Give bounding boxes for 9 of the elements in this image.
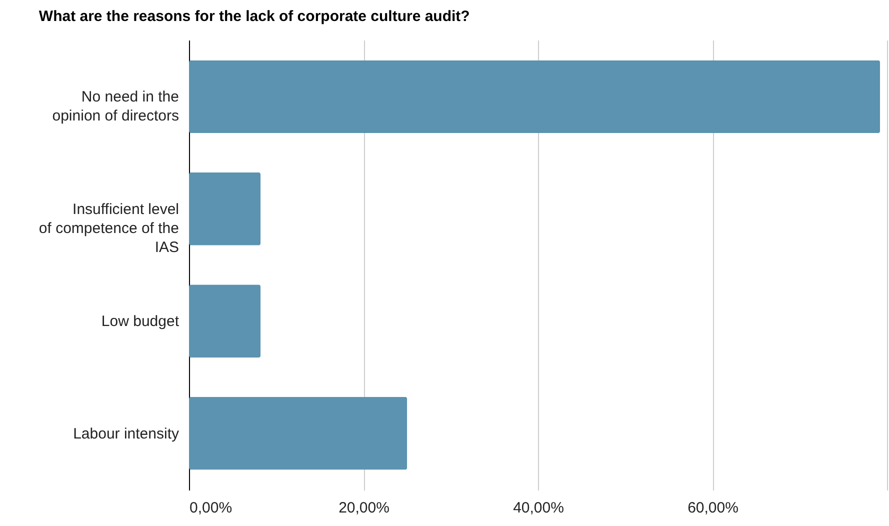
y-tick-label: Labour intensity bbox=[73, 425, 180, 442]
x-tick-label: 0,00% bbox=[190, 500, 232, 516]
x-tick-label: 20,00% bbox=[338, 500, 390, 516]
x-tick-label: 40,00% bbox=[513, 500, 564, 516]
chart-title: What are the reasons for the lack of corporate culture audit? bbox=[38, 8, 470, 25]
y-tick-label: Insufficient level of competence of the IAS bbox=[38, 200, 179, 256]
y-tick-label: No need in the opinion of directors bbox=[52, 88, 179, 125]
x-tick-label: 60,00% bbox=[688, 500, 738, 516]
y-tick-label: Low budget bbox=[101, 313, 180, 330]
